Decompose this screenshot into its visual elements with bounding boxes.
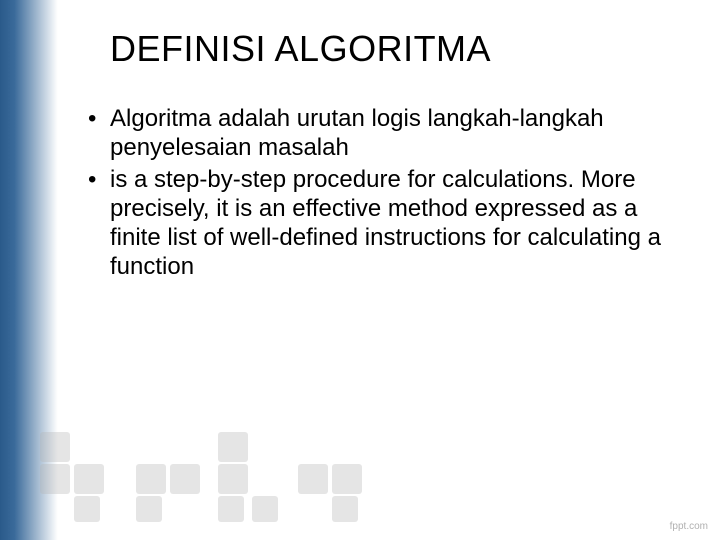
deco-square (218, 432, 248, 462)
bullet-item: Algoritma adalah urutan logis langkah-la… (88, 104, 670, 163)
bullet-item: is a step-by-step procedure for calculat… (88, 165, 670, 282)
slide-title: DEFINISI ALGORITMA (110, 28, 670, 70)
deco-square (74, 464, 104, 494)
decorative-squares (40, 402, 440, 522)
deco-square (332, 496, 358, 522)
deco-square (218, 464, 248, 494)
deco-square (136, 496, 162, 522)
deco-square (40, 432, 70, 462)
deco-square (298, 464, 328, 494)
deco-square (40, 464, 70, 494)
footer-credit: fppt.com (670, 521, 708, 532)
bullet-list: Algoritma adalah urutan logis langkah-la… (80, 104, 670, 282)
deco-square (218, 496, 244, 522)
slide: DEFINISI ALGORITMA Algoritma adalah urut… (0, 0, 720, 540)
deco-square (252, 496, 278, 522)
deco-square (136, 464, 166, 494)
deco-square (170, 464, 200, 494)
deco-square (332, 464, 362, 494)
deco-square (74, 496, 100, 522)
